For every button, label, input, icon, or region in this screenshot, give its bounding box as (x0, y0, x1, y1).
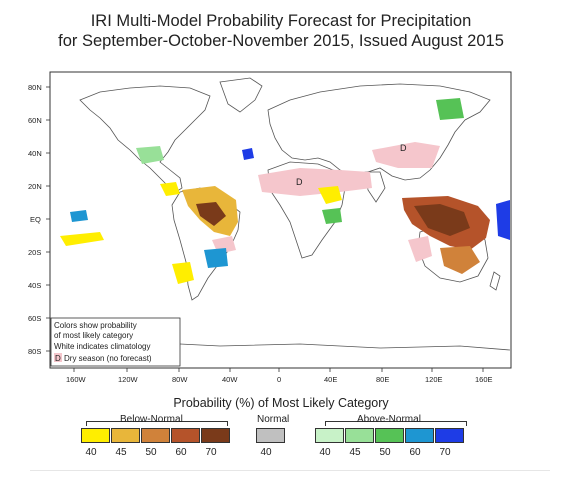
below-normal-swatch (111, 428, 140, 443)
lat-tick-marks (46, 86, 50, 352)
above-normal-north-mexico (136, 146, 164, 164)
lat-label: 40S (28, 281, 41, 290)
normal-label: Normal (257, 414, 290, 425)
above-normal-swatch (405, 428, 434, 443)
dry-season-central-asia (372, 142, 440, 168)
info-box-line3: White indicates climatology (54, 342, 150, 351)
lat-label: EQ (30, 215, 41, 224)
dry-season-swatch (54, 353, 62, 362)
below-normal-swatch (171, 428, 200, 443)
above-normal-bracket (325, 421, 467, 426)
below-normal-east-australia (440, 246, 480, 274)
above-normal-swatch (375, 428, 404, 443)
north-america-outline (79, 85, 211, 193)
lon-label: 120W (118, 375, 139, 384)
lon-label: 160W (66, 375, 87, 384)
lon-label: 160E (475, 375, 493, 384)
above-normal-east-siberia (436, 98, 464, 120)
below-normal-east-africa (318, 186, 342, 204)
info-box: Colors show probability of most likely c… (50, 317, 181, 367)
lat-label: 20N (28, 182, 42, 191)
lon-label: 120E (425, 375, 443, 384)
lon-label: 80E (376, 375, 389, 384)
info-box-line1: Colors show probability (54, 321, 137, 330)
below-normal-swatch (81, 428, 110, 443)
lon-label: 40E (324, 375, 337, 384)
above-normal-tick-label: 60 (409, 447, 421, 458)
above-normal-swatch (315, 428, 344, 443)
legend-title: Probability (%) of Most Likely Category (173, 396, 389, 410)
above-normal-swatch (435, 428, 464, 443)
below-normal-tick-label: 60 (175, 447, 187, 458)
above-normal-southeast-south-america (204, 248, 228, 268)
above-normal-label: Above-Normal (357, 414, 421, 425)
above-normal-tick-label: 50 (379, 447, 391, 458)
lat-label: 80S (28, 347, 41, 356)
greenland-outline (219, 77, 263, 113)
dry-season-marker-asia: D (400, 143, 407, 153)
above-normal-hawaii-region (70, 210, 88, 222)
dry-season-sahara (258, 168, 372, 196)
below-normal-pacific (60, 232, 104, 246)
lon-label: 40W (222, 375, 238, 384)
below-normal-tick-label: 40 (85, 447, 97, 458)
below-normal-central-america (160, 182, 180, 196)
dry-season-australia (408, 236, 432, 262)
above-normal-swatch (345, 428, 374, 443)
above-normal-atlantic (242, 148, 254, 160)
below-normal-southern-chile (172, 262, 194, 284)
below-normal-indonesia-core (414, 204, 470, 236)
below-normal-tick-label: 70 (205, 447, 217, 458)
map-title-line2: for September-October-November 2015, Iss… (58, 32, 504, 50)
info-box-dry-marker: D (55, 354, 61, 363)
above-normal-tick-label: 40 (319, 447, 331, 458)
below-normal-amazon-core (196, 202, 226, 226)
above-normal-tick-label: 70 (439, 447, 451, 458)
info-box-line2: of most likely category (54, 331, 133, 340)
above-normal-tick-label: 45 (349, 447, 361, 458)
below-normal-swatch (201, 428, 230, 443)
normal-swatch (256, 428, 285, 443)
info-box-frame (50, 317, 181, 367)
below-normal-bracket (86, 421, 228, 426)
info-box-line4: Dry season (no forecast) (64, 354, 152, 363)
forecast-map: D D 80N 60N 40N 20N EQ 20S 40S 60S 80S 1… (28, 71, 512, 384)
new-zealand-outline (489, 271, 501, 291)
longitude-labels: 160W 120W 80W 40W 0 40E 80E 120E 160E (66, 375, 493, 384)
map-title-line1: IRI Multi-Model Probability Forecast for… (90, 12, 472, 30)
lat-label: 60N (28, 116, 42, 125)
lat-label: 40N (28, 149, 42, 158)
eurasia-outline (267, 83, 491, 181)
forecast-patches (60, 98, 510, 284)
normal-tick-label: 40 (260, 447, 272, 458)
lat-label: 60S (28, 314, 41, 323)
lon-label: 80W (172, 375, 188, 384)
below-normal-tick-label: 45 (115, 447, 127, 458)
lon-tick-marks (73, 368, 484, 372)
africa-outline (267, 161, 346, 259)
below-normal-tick-label: 50 (145, 447, 157, 458)
above-normal-east-africa (322, 208, 342, 224)
lat-label: 80N (28, 83, 42, 92)
below-normal-swatch (141, 428, 170, 443)
lat-label: 20S (28, 248, 41, 257)
latitude-labels: 80N 60N 40N 20N EQ 20S 40S 60S 80S (28, 83, 42, 356)
dry-season-marker-sahara: D (296, 177, 303, 187)
below-normal-label: Below-Normal (120, 414, 183, 425)
above-normal-central-pacific (496, 200, 510, 240)
lon-label: 0 (277, 375, 281, 384)
footer-divider (30, 470, 550, 471)
